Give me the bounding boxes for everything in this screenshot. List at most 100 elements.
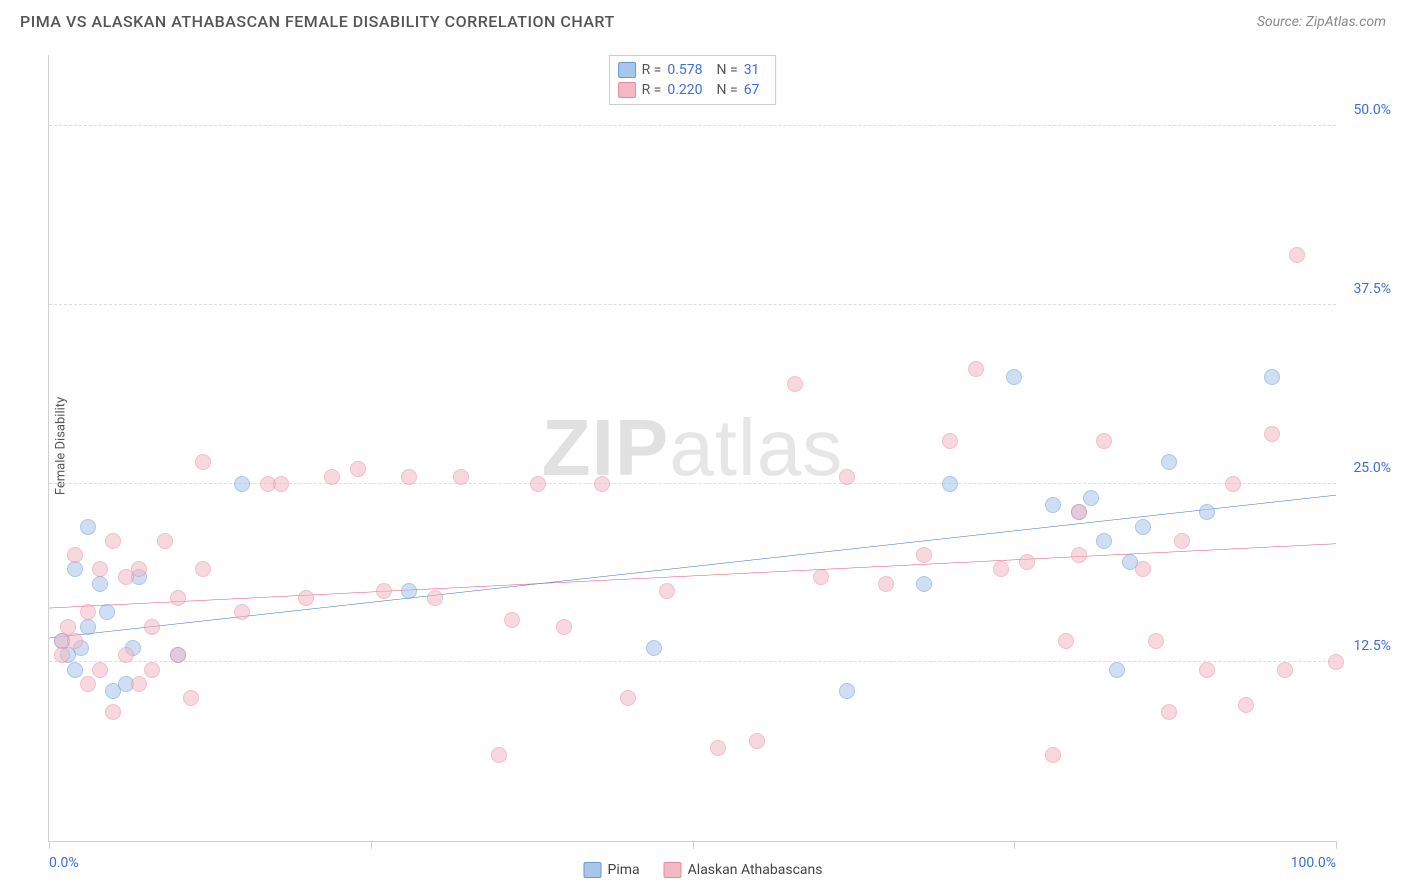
r-value: 0.578 bbox=[667, 62, 702, 78]
legend-swatch bbox=[618, 82, 636, 98]
data-point bbox=[710, 740, 726, 756]
data-point bbox=[170, 590, 186, 606]
data-point bbox=[1161, 704, 1177, 720]
x-tick bbox=[693, 841, 694, 849]
x-tick-label: 100.0% bbox=[1291, 855, 1336, 871]
data-point bbox=[878, 576, 894, 592]
data-point bbox=[144, 619, 160, 635]
data-point bbox=[530, 476, 546, 492]
data-point bbox=[1045, 497, 1061, 513]
data-point bbox=[92, 662, 108, 678]
x-tick bbox=[1014, 841, 1015, 849]
data-point bbox=[1083, 490, 1099, 506]
data-point bbox=[1135, 519, 1151, 535]
data-point bbox=[787, 376, 803, 392]
legend-stat-row: R = 0.220N = 67 bbox=[618, 80, 768, 100]
data-point bbox=[1238, 697, 1254, 713]
legend-swatch bbox=[664, 862, 682, 878]
data-point bbox=[401, 583, 417, 599]
x-tick-label: 0.0% bbox=[49, 855, 79, 871]
data-point bbox=[1019, 554, 1035, 570]
data-point bbox=[620, 690, 636, 706]
legend-stat-row: R = 0.578 N = 31 bbox=[618, 60, 768, 80]
scatter-chart: ZIPatlas R = 0.578N = 31R = 0.220N = 67 … bbox=[48, 55, 1336, 842]
n-label: N = bbox=[717, 82, 738, 98]
legend-swatch bbox=[618, 62, 636, 78]
data-point bbox=[1096, 433, 1112, 449]
data-point bbox=[67, 547, 83, 563]
r-value: 0.220 bbox=[667, 82, 702, 98]
data-point bbox=[1071, 547, 1087, 563]
data-point bbox=[1161, 454, 1177, 470]
data-point bbox=[839, 469, 855, 485]
data-point bbox=[504, 612, 520, 628]
data-point bbox=[80, 519, 96, 535]
data-point bbox=[749, 733, 765, 749]
gridline bbox=[49, 661, 1336, 662]
n-label: N = bbox=[717, 62, 738, 78]
data-point bbox=[92, 561, 108, 577]
watermark: ZIPatlas bbox=[542, 402, 843, 494]
data-point bbox=[1006, 369, 1022, 385]
n-value: 67 bbox=[744, 82, 760, 98]
series-legend: Pima Alaskan Athabascans bbox=[584, 862, 823, 878]
data-point bbox=[1174, 533, 1190, 549]
data-point bbox=[54, 647, 70, 663]
data-point bbox=[556, 619, 572, 635]
data-point bbox=[183, 690, 199, 706]
gridline bbox=[49, 125, 1336, 126]
legend-label: Alaskan Athabascans bbox=[688, 862, 823, 878]
chart-header: PIMA VS ALASKAN ATHABASCAN FEMALE DISABI… bbox=[0, 0, 1406, 39]
n-value: 31 bbox=[744, 62, 760, 78]
data-point bbox=[594, 476, 610, 492]
data-point bbox=[942, 476, 958, 492]
data-point bbox=[105, 533, 121, 549]
data-point bbox=[118, 647, 134, 663]
r-label: R = bbox=[642, 62, 662, 78]
data-point bbox=[99, 604, 115, 620]
data-point bbox=[1058, 633, 1074, 649]
data-point bbox=[916, 547, 932, 563]
data-point bbox=[1264, 426, 1280, 442]
y-tick-label: 12.5% bbox=[1353, 638, 1391, 654]
data-point bbox=[1264, 369, 1280, 385]
chart-title: PIMA VS ALASKAN ATHABASCAN FEMALE DISABI… bbox=[20, 12, 615, 31]
data-point bbox=[376, 583, 392, 599]
trend-lines bbox=[49, 55, 1336, 841]
data-point bbox=[1199, 504, 1215, 520]
data-point bbox=[659, 583, 675, 599]
x-tick bbox=[1336, 841, 1337, 849]
data-point bbox=[1225, 476, 1241, 492]
correlation-legend: R = 0.578 N = 31R = 0.220 N = 67 bbox=[609, 55, 777, 105]
data-point bbox=[993, 561, 1009, 577]
data-point bbox=[67, 633, 83, 649]
data-point bbox=[67, 561, 83, 577]
data-point bbox=[234, 476, 250, 492]
data-point bbox=[968, 361, 984, 377]
data-point bbox=[131, 676, 147, 692]
data-point bbox=[813, 569, 829, 585]
data-point bbox=[1289, 247, 1305, 263]
data-point bbox=[839, 683, 855, 699]
data-point bbox=[1071, 504, 1087, 520]
data-point bbox=[195, 454, 211, 470]
y-tick-label: 50.0% bbox=[1353, 102, 1391, 118]
data-point bbox=[491, 747, 507, 763]
data-point bbox=[453, 469, 469, 485]
data-point bbox=[298, 590, 314, 606]
data-point bbox=[1135, 561, 1151, 577]
data-point bbox=[350, 461, 366, 477]
data-point bbox=[80, 604, 96, 620]
data-point bbox=[170, 647, 186, 663]
data-point bbox=[427, 590, 443, 606]
data-point bbox=[105, 704, 121, 720]
data-point bbox=[646, 640, 662, 656]
watermark-rest: atlas bbox=[669, 403, 843, 492]
data-point bbox=[234, 604, 250, 620]
legend-label: Pima bbox=[608, 862, 640, 878]
data-point bbox=[195, 561, 211, 577]
data-point bbox=[1199, 662, 1215, 678]
data-point bbox=[92, 576, 108, 592]
data-point bbox=[1109, 662, 1125, 678]
data-point bbox=[324, 469, 340, 485]
